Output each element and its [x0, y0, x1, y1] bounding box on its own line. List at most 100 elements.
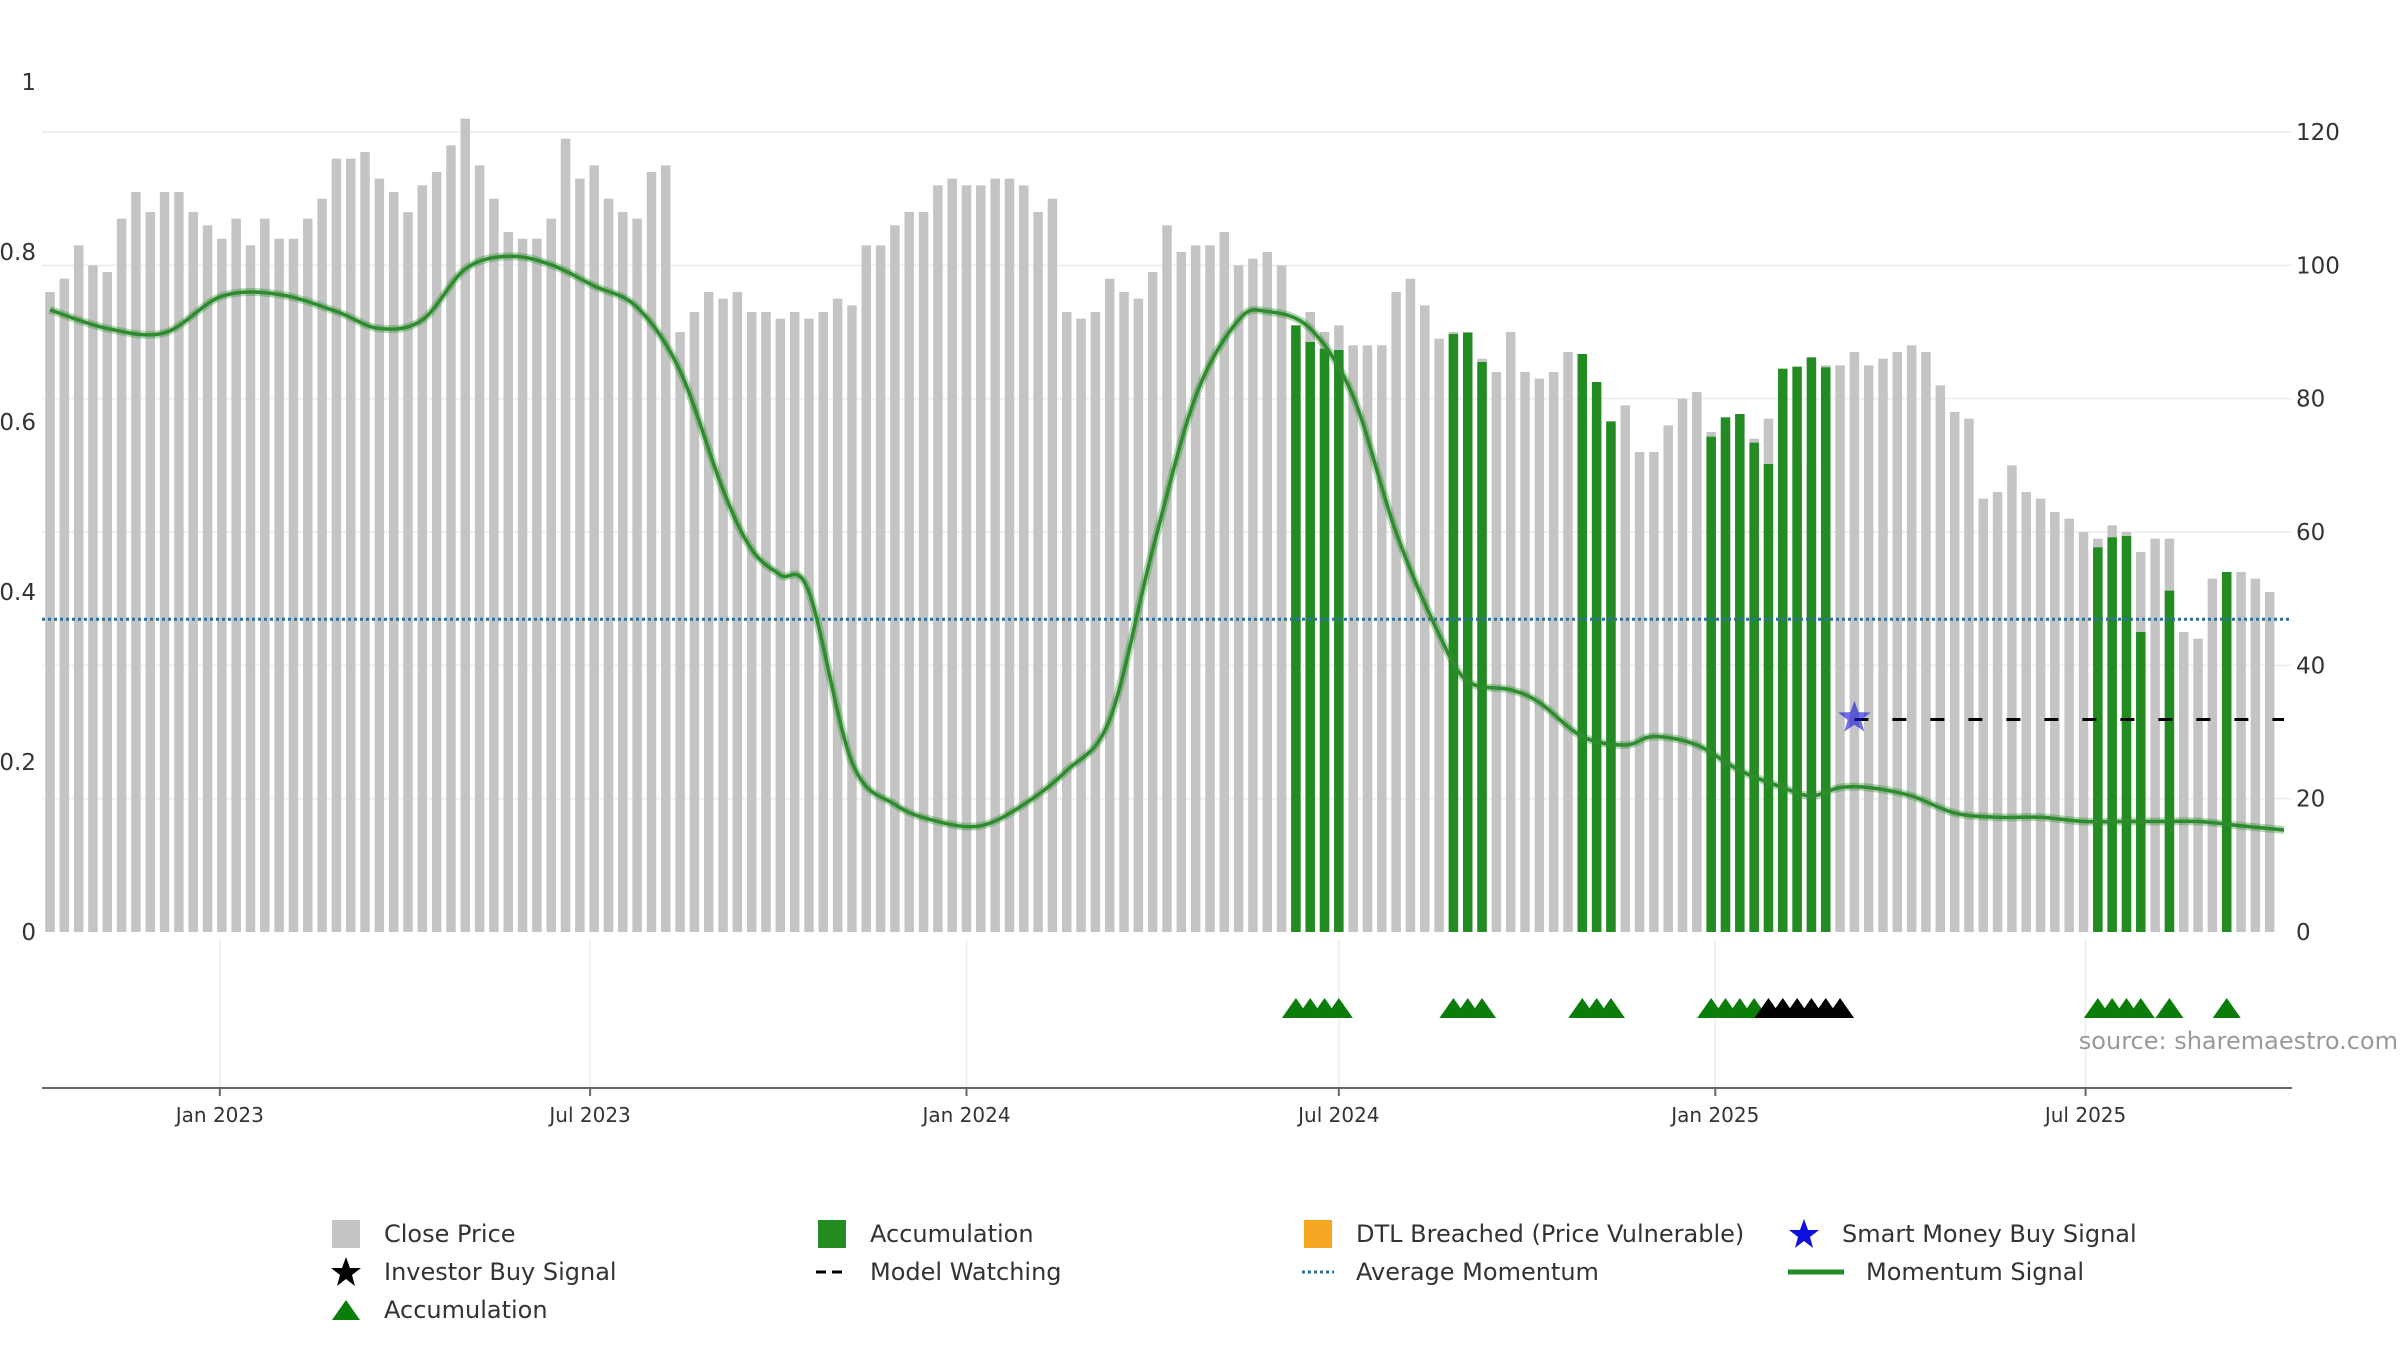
close-price-bar	[703, 292, 714, 932]
close-price-bar	[2150, 538, 2160, 932]
close-price-bar	[2064, 518, 2074, 932]
close-price-bar	[1233, 265, 1244, 932]
close-price-bar	[260, 218, 270, 932]
close-price-bar	[1248, 258, 1258, 933]
close-price-bar	[446, 145, 456, 933]
close-price-bar	[1062, 312, 1072, 932]
close-price-bar	[345, 158, 356, 932]
close-price-bar	[331, 158, 342, 932]
close-price-bar	[861, 245, 872, 933]
legend-item-average-momentum: Average Momentum	[1302, 1256, 1599, 1288]
close-price-bar	[1949, 412, 1960, 932]
accumulation-triangle	[1596, 998, 1625, 1018]
accumulation-triangle	[2155, 998, 2184, 1018]
close-price-bar	[417, 185, 428, 933]
close-price-bar	[1104, 278, 1115, 933]
x-tick-label: Jul 2023	[547, 1103, 630, 1127]
close-price-bar	[360, 152, 370, 932]
close-price-bar	[1047, 198, 1058, 932]
close-price-bar	[317, 198, 327, 932]
close-price-bar	[1906, 345, 1917, 932]
close-price-bar	[45, 292, 55, 932]
close-price-bar	[1849, 352, 1860, 932]
close-price-bar	[918, 212, 929, 932]
close-price-bar	[947, 178, 957, 932]
close-price-bar	[832, 298, 843, 933]
accumulation-triangle	[2212, 998, 2241, 1018]
close-price-bar	[489, 198, 499, 932]
accumulation-bar	[2136, 632, 2146, 932]
close-price-bar	[59, 278, 70, 933]
close-price-bar	[1978, 498, 1989, 932]
close-price-bar	[546, 218, 556, 932]
close-price-bar	[890, 225, 900, 933]
close-price-bar	[1935, 385, 1946, 932]
close-price-bar	[761, 312, 771, 932]
accumulation-bar	[2107, 537, 2117, 932]
legend-item-accumulation-marker: Accumulation	[330, 1294, 548, 1326]
close-price-bar	[102, 272, 113, 932]
momentum-signal-line	[49, 254, 2285, 832]
orange-square-icon	[1304, 1220, 1332, 1248]
legend-item-close-price: Close Price	[330, 1218, 516, 1250]
close-price-bar	[1162, 225, 1172, 933]
close-price-bar	[1921, 352, 1931, 932]
close-price-bar	[217, 238, 227, 932]
left-y-tick-label: 0.6	[0, 410, 36, 436]
legend-item-dtl-breached: DTL Breached (Price Vulnerable)	[1302, 1218, 1744, 1250]
close-price-bar	[1692, 392, 1702, 932]
green-line-icon	[1788, 1269, 1844, 1275]
close-price-bar	[1348, 345, 1358, 932]
legend-label-momentum-signal: Momentum Signal	[1866, 1258, 2085, 1286]
close-price-bar	[88, 265, 98, 932]
close-price-bar	[675, 332, 685, 932]
close-price-bar	[388, 192, 399, 932]
close-price-bar	[775, 318, 786, 933]
close-price-bar	[1863, 365, 1874, 932]
close-price-bar	[73, 245, 84, 933]
accumulation-bar	[1706, 436, 1716, 932]
close-price-bar	[1964, 418, 1974, 933]
legend-item-investor-buy: Investor Buy Signal	[330, 1256, 617, 1288]
x-tick-label: Jul 2025	[2043, 1103, 2126, 1127]
legend-label-accumulation-marker: Accumulation	[384, 1296, 548, 1324]
source-annotation: source: sharemaestro.com	[2079, 1027, 2398, 1055]
close-price-bar	[1190, 245, 1201, 933]
close-price-bar	[875, 245, 886, 933]
right-y-tick-label: 120	[2296, 120, 2340, 146]
left-y-tick-label: 1	[21, 70, 36, 96]
close-price-bar	[1520, 372, 1530, 932]
close-price-bar	[2179, 632, 2189, 932]
close-price-bar	[1004, 178, 1015, 932]
close-price-bar	[1835, 365, 1845, 932]
close-price-bar	[1033, 212, 1043, 932]
blue-star-icon	[1789, 1219, 1819, 1248]
close-price-bar	[1491, 372, 1502, 932]
left-y-tick-label: 0.2	[0, 750, 36, 776]
close-price-bar	[933, 185, 943, 933]
accumulation-bar	[1749, 442, 1759, 932]
close-price-bar	[589, 165, 599, 933]
close-price-bar	[532, 238, 542, 932]
right-y-tick-label: 100	[2296, 253, 2340, 279]
smart-money-star	[1838, 700, 1871, 732]
close-price-bar	[646, 172, 657, 932]
accumulation-bar	[1778, 368, 1788, 933]
x-tick-label: Jan 2023	[174, 1103, 264, 1127]
accumulation-bar	[1448, 334, 1459, 932]
close-price-bar	[1090, 312, 1101, 932]
close-price-bar	[1620, 405, 1631, 932]
close-price-bar	[1019, 185, 1029, 933]
close-price-bar	[1505, 332, 1516, 932]
close-price-bar	[374, 178, 385, 932]
accumulation-bar	[1735, 414, 1745, 932]
close-price-bar	[503, 232, 514, 932]
close-price-bar	[2078, 532, 2089, 932]
dotted-line-icon	[1302, 1270, 1334, 1274]
close-price-bar	[1663, 425, 1673, 932]
accumulation-bar	[1606, 421, 1616, 932]
accumulation-bar	[2164, 590, 2175, 932]
investor-buy-triangle	[1826, 998, 1855, 1018]
accumulation-bar	[1720, 417, 1731, 932]
